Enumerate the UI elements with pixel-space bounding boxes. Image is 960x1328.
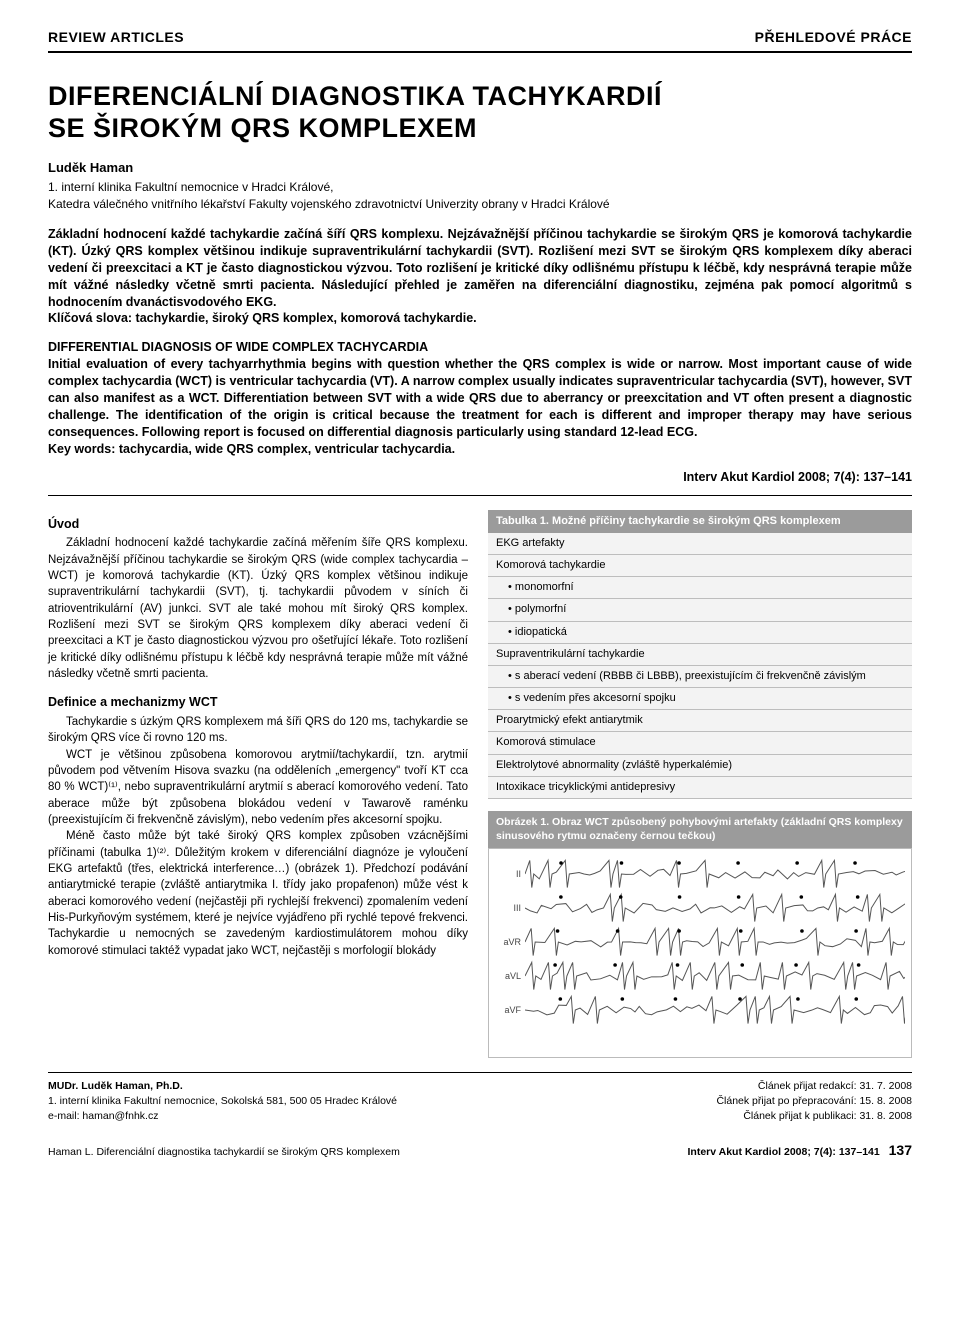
- footer-email: e-mail: haman@fnhk.cz: [48, 1109, 397, 1124]
- footer-revised: Článek přijat po přepracování: 15. 8. 20…: [716, 1094, 912, 1109]
- table-row: Supraventrikulární tachykardie: [488, 643, 912, 665]
- ecg-trace: [525, 891, 905, 925]
- title-line-1: DIFERENCIÁLNÍ DIAGNOSTIKA TACHYKARDIÍ: [48, 81, 662, 111]
- ecg-lead-label: aVL: [495, 970, 525, 982]
- table-row: Komorová stimulace: [488, 732, 912, 754]
- footer-author: MUDr. Luděk Haman, Ph.D.: [48, 1079, 397, 1094]
- table1: EKG artefaktyKomorová tachykardiemonomor…: [488, 533, 912, 799]
- footer-received: Článek přijat redakcí: 31. 7. 2008: [716, 1079, 912, 1094]
- section-head-definice: Definice a mechanizmy WCT: [48, 694, 468, 712]
- table-row: polymorfní: [488, 599, 912, 621]
- ecg-lead-row: aVL: [495, 959, 905, 993]
- bottom-journal: Interv Akut Kardiol 2008; 7(4): 137–141: [688, 1146, 880, 1158]
- abstract-czech: Základní hodnocení každé tachykardie zač…: [48, 226, 912, 327]
- table-row: s vedením přes akcesorní spojku: [488, 688, 912, 710]
- table-row: Elektrolytové abnormality (zvláště hyper…: [488, 754, 912, 776]
- table-row: s aberací vedení (RBBB či LBBB), preexis…: [488, 665, 912, 687]
- table-cell: Proarytmický efekt antiarytmik: [488, 710, 912, 732]
- abstract-english: DIFFERENTIAL DIAGNOSIS OF WIDE COMPLEX T…: [48, 339, 912, 457]
- table-cell: monomorfní: [488, 577, 912, 599]
- abstract-en-title: DIFFERENTIAL DIAGNOSIS OF WIDE COMPLEX T…: [48, 340, 428, 354]
- ecg-trace: [525, 993, 905, 1027]
- ecg-trace: [525, 959, 905, 993]
- table1-caption: Tabulka 1. Možné příčiny tachykardie se …: [488, 510, 912, 533]
- table-row: EKG artefakty: [488, 533, 912, 555]
- footer-divider: [48, 1072, 912, 1073]
- table-cell: Komorová tachykardie: [488, 555, 912, 577]
- table-cell: Intoxikace tricyklickými antidepresivy: [488, 776, 912, 798]
- table-row: monomorfní: [488, 577, 912, 599]
- running-header: REVIEW ARTICLES PŘEHLEDOVÉ PRÁCE: [48, 28, 912, 47]
- ecg-lead-row: aVR: [495, 925, 905, 959]
- table-row: Intoxikace tricyklickými antidepresivy: [488, 776, 912, 798]
- footer-address: 1. interní klinika Fakultní nemocnice, S…: [48, 1094, 397, 1109]
- page-number: 137: [889, 1142, 912, 1158]
- footer-left: MUDr. Luděk Haman, Ph.D. 1. interní klin…: [48, 1079, 397, 1123]
- table-cell: Elektrolytové abnormality (zvláště hyper…: [488, 754, 912, 776]
- body-right-column: Tabulka 1. Možné příčiny tachykardie se …: [488, 510, 912, 1059]
- figure1-caption: Obrázek 1. Obraz WCT způsobený pohybovým…: [488, 811, 912, 848]
- para-1: Základní hodnocení každé tachykardie zač…: [48, 535, 468, 682]
- figure1-body: IIIIIaVRaVLaVF: [488, 848, 912, 1058]
- footer-accepted: Článek přijat k publikaci: 31. 8. 2008: [716, 1109, 912, 1124]
- footer-right: Článek přijat redakcí: 31. 7. 2008 Článe…: [716, 1079, 912, 1123]
- article-footer: MUDr. Luděk Haman, Ph.D. 1. interní klin…: [48, 1079, 912, 1123]
- table-cell: polymorfní: [488, 599, 912, 621]
- table-cell: s aberací vedení (RBBB či LBBB), preexis…: [488, 665, 912, 687]
- table-cell: s vedením přes akcesorní spojku: [488, 688, 912, 710]
- header-right: PŘEHLEDOVÉ PRÁCE: [755, 28, 912, 47]
- para-4: Méně často může být také široký QRS komp…: [48, 828, 468, 959]
- abstract-en-body: Initial evaluation of every tachyarrhyth…: [48, 357, 912, 455]
- para-3: WCT je většinou způsobena komorovou aryt…: [48, 747, 468, 829]
- ecg-lead-row: III: [495, 891, 905, 925]
- table-cell: Komorová stimulace: [488, 732, 912, 754]
- article-title: DIFERENCIÁLNÍ DIAGNOSTIKA TACHYKARDIÍ SE…: [48, 81, 912, 145]
- ecg-trace: [525, 857, 905, 891]
- body-columns: Úvod Základní hodnocení každé tachykardi…: [48, 510, 912, 1059]
- table-cell: Supraventrikulární tachykardie: [488, 643, 912, 665]
- author-name: Luděk Haman: [48, 159, 912, 177]
- section-head-uvod: Úvod: [48, 516, 468, 534]
- abstract-divider: [48, 495, 912, 496]
- table-row: Proarytmický efekt antiarytmik: [488, 710, 912, 732]
- header-divider: [48, 51, 912, 53]
- table-cell: EKG artefakty: [488, 533, 912, 555]
- author-affiliation: 1. interní klinika Fakultní nemocnice v …: [48, 179, 912, 212]
- bottom-left: Haman L. Diferenciální diagnostika tachy…: [48, 1145, 400, 1159]
- header-left: REVIEW ARTICLES: [48, 28, 184, 47]
- ecg-lead-label: aVR: [495, 936, 525, 948]
- article-citation: Interv Akut Kardiol 2008; 7(4): 137–141: [48, 469, 912, 486]
- ecg-lead-row: aVF: [495, 993, 905, 1027]
- ecg-lead-label: aVF: [495, 1004, 525, 1016]
- ecg-trace: [525, 925, 905, 959]
- bottom-right: Interv Akut Kardiol 2008; 7(4): 137–141 …: [688, 1141, 912, 1160]
- para-2: Tachykardie s úzkým QRS komplexem má šíř…: [48, 714, 468, 747]
- page-footer-bar: Haman L. Diferenciální diagnostika tachy…: [48, 1141, 912, 1160]
- ecg-lead-label: II: [495, 868, 525, 880]
- title-line-2: SE ŠIROKÝM QRS KOMPLEXEM: [48, 113, 477, 143]
- table-row: idiopatická: [488, 621, 912, 643]
- table-cell: idiopatická: [488, 621, 912, 643]
- ecg-lead-row: II: [495, 857, 905, 891]
- ecg-lead-label: III: [495, 902, 525, 914]
- table-row: Komorová tachykardie: [488, 555, 912, 577]
- body-left-column: Úvod Základní hodnocení každé tachykardi…: [48, 510, 468, 1059]
